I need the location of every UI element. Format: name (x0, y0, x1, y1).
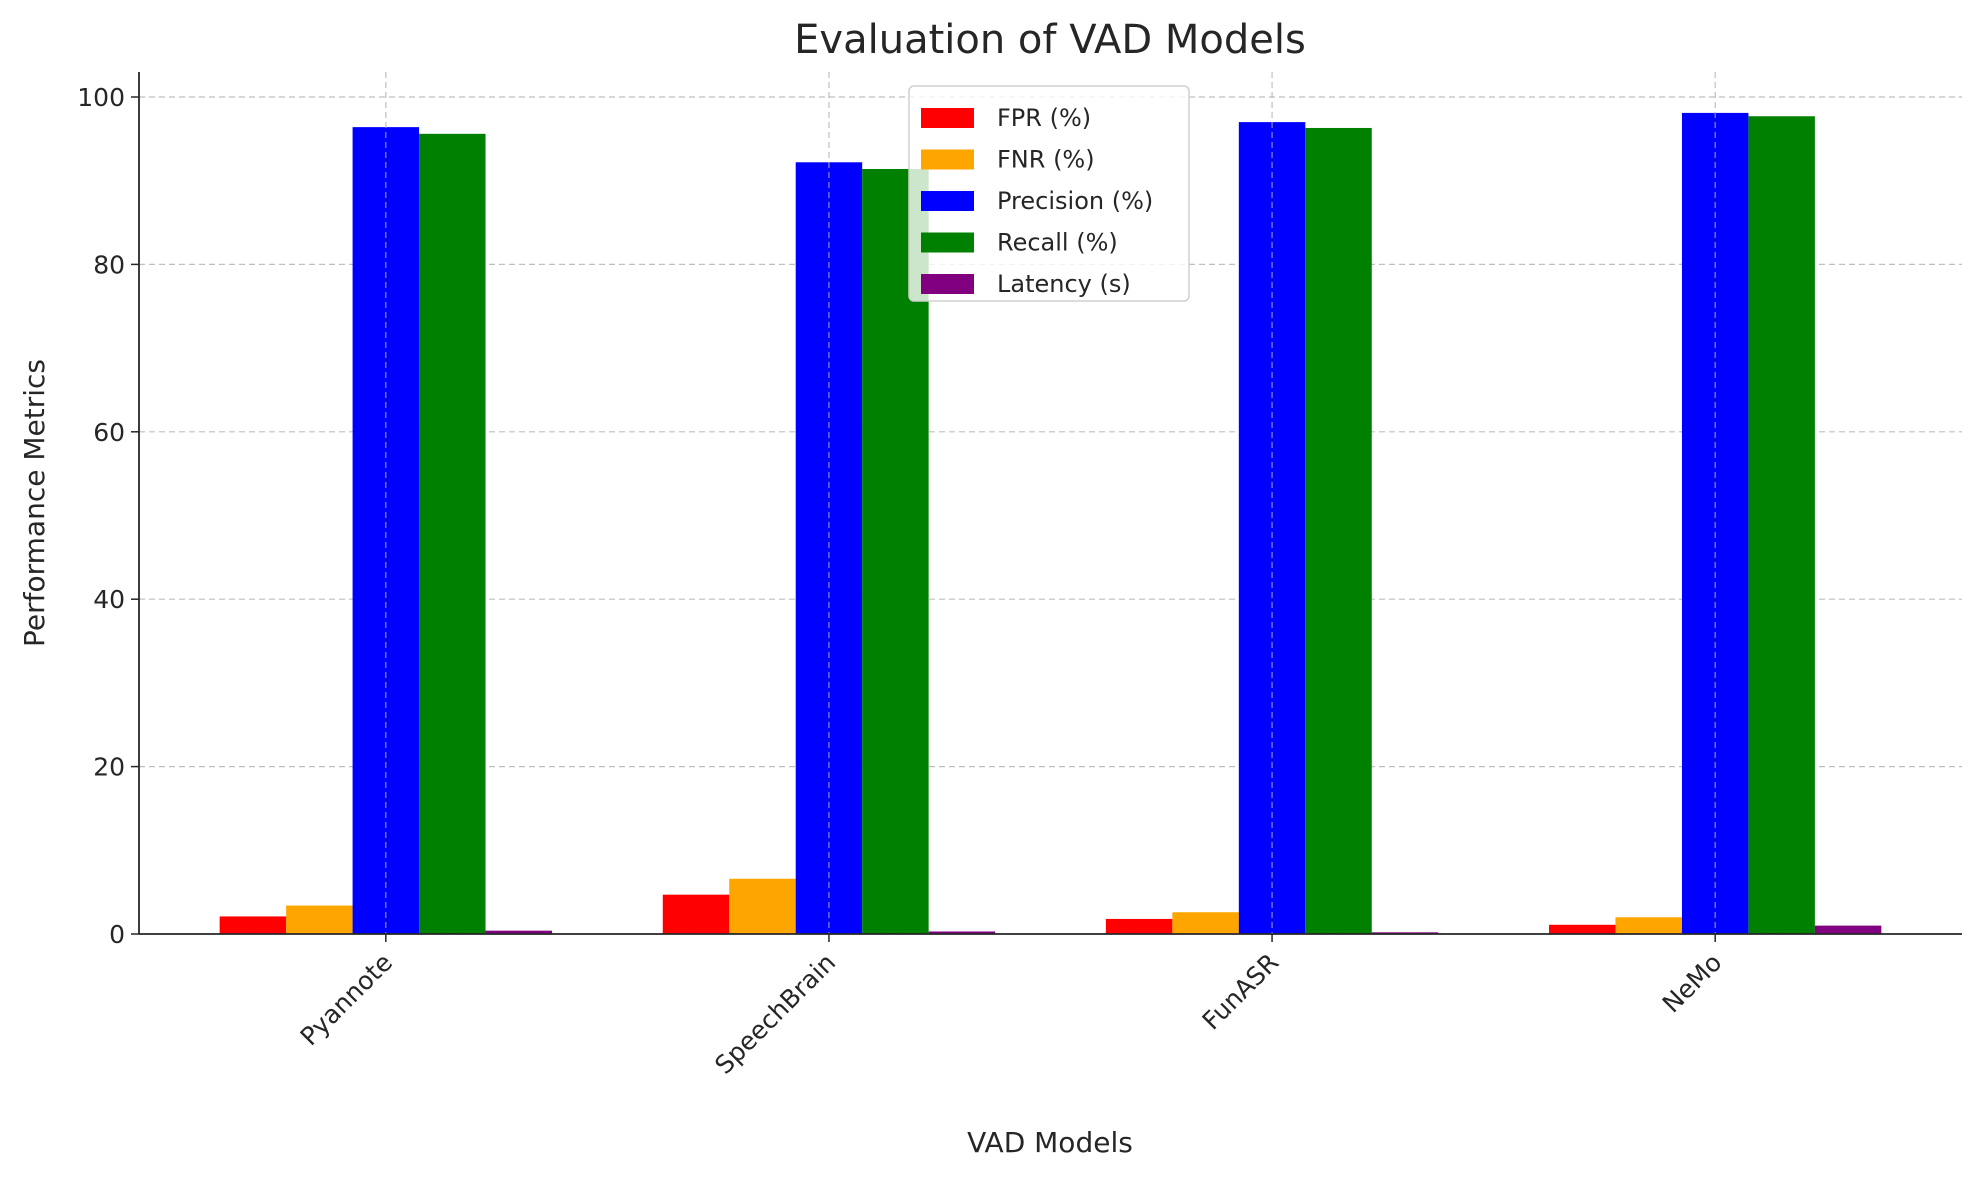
bar-pyannote-0 (219, 916, 287, 934)
bar-pyannote-1 (286, 905, 353, 934)
legend-label: Precision (%) (997, 187, 1153, 215)
x-axis-label: VAD Models (967, 1126, 1133, 1159)
bar-nemo-4 (1814, 925, 1882, 934)
legend-label: FNR (%) (997, 146, 1095, 174)
bar-funasr-0 (1105, 918, 1173, 934)
bar-speechbrain-2 (795, 162, 863, 934)
legend-label: Recall (%) (997, 229, 1118, 257)
x-tick-label: Pyannote (295, 948, 398, 1051)
bar-speechbrain-4 (928, 931, 996, 934)
bar-nemo-1 (1615, 917, 1682, 934)
chart-title: Evaluation of VAD Models (794, 17, 1306, 63)
bar-nemo-3 (1748, 116, 1815, 935)
y-axis-label: Performance Metrics (18, 359, 51, 647)
bar-speechbrain-1 (729, 878, 796, 934)
legend-swatch (921, 108, 974, 128)
legend-swatch (921, 149, 974, 170)
legend-swatch (921, 232, 974, 253)
y-tick-label: 100 (77, 83, 125, 112)
y-tick-label: 80 (93, 250, 125, 279)
y-tick-label: 40 (93, 585, 125, 614)
bar-pyannote-4 (485, 930, 552, 934)
x-tick-label: NeMo (1657, 948, 1728, 1019)
bar-funasr-3 (1305, 127, 1372, 935)
bar-speechbrain-0 (662, 894, 730, 934)
y-tick-label: 0 (109, 920, 125, 949)
bar-pyannote-2 (352, 127, 420, 934)
x-tick-label: FunASR (1197, 948, 1285, 1036)
legend-label: Latency (s) (997, 270, 1131, 298)
legend-box (908, 85, 1190, 302)
legend-swatch (921, 191, 974, 211)
legend-label: FPR (%) (997, 104, 1091, 132)
legend-swatch (921, 274, 974, 294)
y-tick-label: 20 (93, 753, 125, 782)
bar-funasr-1 (1172, 912, 1239, 934)
x-tick-label: SpeechBrain (709, 948, 841, 1080)
bar-nemo-0 (1549, 924, 1616, 934)
y-tick-label: 60 (93, 418, 125, 447)
bar-pyannote-3 (419, 133, 486, 934)
